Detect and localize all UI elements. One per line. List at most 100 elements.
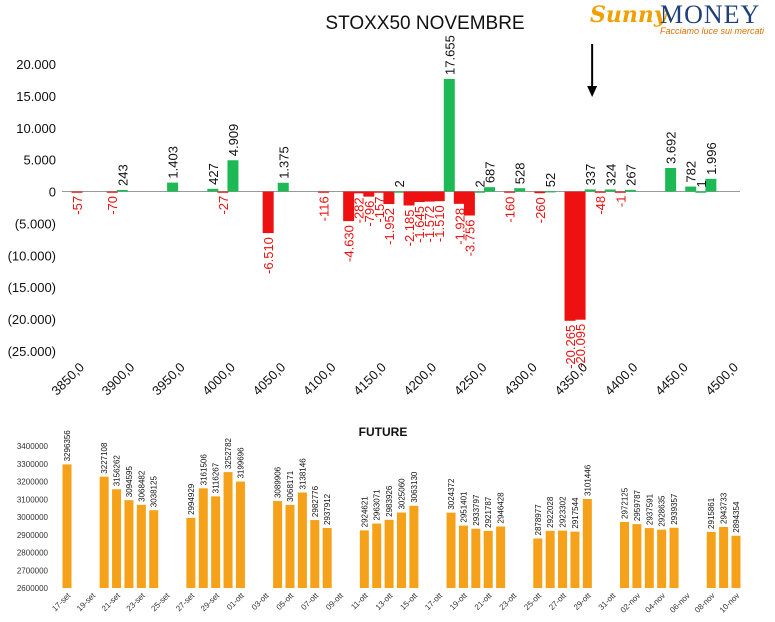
y-tick-label: (25.000) bbox=[8, 344, 56, 359]
data-label: 267 bbox=[623, 164, 638, 186]
x-tick-label: 29-set bbox=[199, 591, 222, 614]
bar bbox=[669, 527, 679, 588]
bar bbox=[533, 538, 543, 588]
bar bbox=[409, 505, 419, 588]
data-label: 3252782 bbox=[224, 437, 233, 469]
bar bbox=[463, 191, 475, 216]
bar bbox=[545, 530, 555, 588]
bar bbox=[322, 528, 332, 588]
bar bbox=[116, 190, 128, 192]
bar bbox=[632, 524, 642, 588]
bar bbox=[359, 530, 369, 588]
data-label: 782 bbox=[684, 161, 699, 183]
bar bbox=[198, 488, 208, 588]
y-tick-label: 5.000 bbox=[23, 153, 56, 168]
bar bbox=[297, 492, 307, 588]
data-label: -57 bbox=[70, 196, 85, 215]
marker-arrow-head bbox=[587, 86, 598, 97]
data-label: 3068171 bbox=[286, 470, 295, 502]
x-tick-label: 01-ott bbox=[225, 591, 246, 612]
logo-word-money: MONEY bbox=[660, 0, 761, 29]
data-label: 1.375 bbox=[276, 146, 291, 179]
data-label: 3024372 bbox=[447, 478, 456, 510]
bar bbox=[719, 526, 729, 588]
y-tick-label: 2800000 bbox=[17, 549, 49, 558]
data-label: 2922028 bbox=[546, 496, 555, 528]
sunny-money-logo: Sunny MONEY Facciamo luce sui mercati bbox=[590, 0, 770, 42]
bar bbox=[397, 512, 406, 588]
y-tick-label: 0 bbox=[49, 185, 56, 200]
bar bbox=[167, 182, 179, 192]
data-label: -796 bbox=[362, 201, 377, 227]
x-tick-label: 4400,0 bbox=[602, 360, 641, 399]
bar bbox=[443, 78, 455, 192]
data-label: 2924621 bbox=[360, 496, 369, 528]
x-tick-label: 03-ott bbox=[250, 591, 271, 612]
bar bbox=[186, 517, 196, 588]
x-tick-label: 10-nov bbox=[718, 591, 742, 615]
x-tick-label: 25-ott bbox=[522, 591, 543, 612]
y-tick-label: 3000000 bbox=[17, 513, 49, 522]
bar bbox=[310, 520, 320, 588]
bar bbox=[620, 521, 629, 588]
x-tick-label: 4450,0 bbox=[652, 360, 691, 399]
data-label: 2917544 bbox=[571, 497, 580, 529]
bar bbox=[558, 530, 568, 588]
data-label: 2963071 bbox=[373, 489, 382, 521]
data-label: 2937912 bbox=[323, 493, 332, 525]
y-tick-label: (10.000) bbox=[8, 248, 56, 263]
x-tick-label: 4200,0 bbox=[401, 360, 440, 399]
data-label: 687 bbox=[483, 161, 498, 183]
bar bbox=[453, 191, 465, 204]
bar bbox=[223, 472, 233, 588]
data-label: 2921787 bbox=[484, 496, 493, 528]
bar bbox=[594, 191, 606, 193]
chart-title: STOXX50 NOVEMBRE bbox=[325, 13, 524, 34]
data-label: 3068482 bbox=[137, 470, 146, 502]
bar bbox=[273, 501, 283, 588]
bar bbox=[584, 189, 596, 192]
bar bbox=[99, 476, 109, 588]
x-tick-label: 04-nov bbox=[643, 591, 667, 615]
y-tick-label: (20.000) bbox=[8, 312, 56, 327]
data-label: -157 bbox=[372, 197, 387, 223]
bar bbox=[353, 191, 365, 194]
bar bbox=[644, 528, 654, 588]
data-label: 2 bbox=[472, 180, 487, 187]
bar bbox=[423, 191, 435, 202]
bar bbox=[624, 189, 636, 192]
data-label: -20.265 bbox=[563, 325, 578, 369]
data-label: 3156262 bbox=[113, 455, 122, 487]
data-label: 2937591 bbox=[645, 493, 654, 525]
y-tick-label: (5.000) bbox=[15, 216, 56, 231]
data-label: -116 bbox=[317, 196, 332, 221]
x-tick-label: 4150,0 bbox=[350, 360, 389, 399]
data-label: 1 bbox=[694, 180, 709, 187]
data-label: 3063130 bbox=[410, 471, 419, 503]
bar bbox=[484, 187, 496, 192]
bar bbox=[62, 464, 72, 588]
bar bbox=[433, 191, 445, 202]
data-label: -1.572 bbox=[422, 206, 437, 243]
data-label: 2972125 bbox=[621, 487, 630, 519]
bar bbox=[343, 191, 355, 222]
y-tick-label: 10.000 bbox=[16, 121, 56, 136]
bar bbox=[217, 191, 229, 193]
bar bbox=[534, 191, 546, 194]
future-chart: FUTURE 2600000 2700000 2800000 2900000 30000… bbox=[17, 425, 742, 615]
data-label: 2943733 bbox=[720, 492, 729, 524]
x-tick-label: 05-ott bbox=[275, 591, 296, 612]
bar bbox=[574, 191, 586, 320]
x-tick-label: 07-ott bbox=[299, 591, 320, 612]
bar bbox=[471, 528, 481, 588]
bar bbox=[384, 519, 394, 588]
data-label: -20.095 bbox=[573, 324, 588, 368]
bar bbox=[393, 191, 405, 193]
bar bbox=[262, 191, 274, 234]
x-tick-label: 4100,0 bbox=[300, 360, 339, 399]
data-label: 324 bbox=[603, 164, 618, 186]
data-label: 2915861 bbox=[707, 497, 716, 529]
x-tick-label: 3850,0 bbox=[48, 360, 87, 399]
data-label: -260 bbox=[533, 197, 548, 223]
bar bbox=[496, 526, 506, 588]
